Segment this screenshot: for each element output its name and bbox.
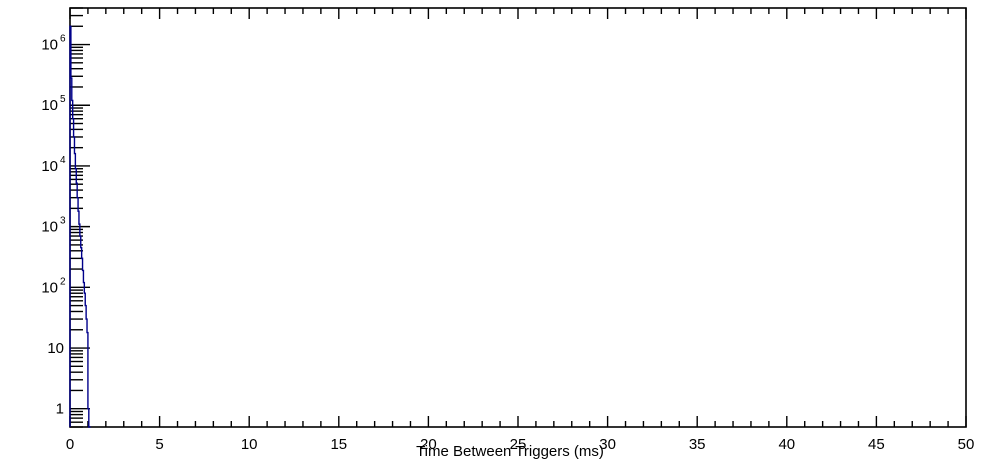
y-tick-label: 10: [41, 97, 58, 114]
y-tick-label: 10: [41, 279, 58, 296]
x-axis-title: Time Between Triggers (ms): [416, 443, 604, 460]
y-tick-label: 1: [56, 401, 64, 418]
x-tick-label: 50: [958, 436, 975, 453]
y-tick-label: 10: [41, 219, 58, 236]
x-tick-label: 45: [868, 436, 885, 453]
x-tick-label: 40: [778, 436, 795, 453]
x-tick-label: 5: [155, 436, 163, 453]
plot-frame: [69, 7, 967, 428]
x-tick-label: 30: [599, 436, 616, 453]
x-axis-ticks: [69, 8, 967, 427]
x-tick-label: 15: [330, 436, 347, 453]
y-tick-label: 10: [47, 340, 64, 357]
x-tick-label: 25: [510, 436, 527, 453]
y-tick-label-exponent: 4: [60, 155, 66, 166]
y-axis-ticks: [70, 7, 90, 428]
x-tick-label: 0: [66, 436, 74, 453]
y-tick-label: 10: [41, 158, 58, 175]
x-tick-label: 35: [689, 436, 706, 453]
y-tick-label-exponent: 3: [60, 216, 66, 227]
y-tick-label-exponent: 6: [60, 34, 66, 45]
x-tick-label: 10: [241, 436, 258, 453]
y-tick-label-exponent: 5: [60, 94, 66, 105]
y-tick-label: 10: [41, 37, 58, 54]
histogram-series-line: [69, 25, 91, 428]
x-tick-label: 20: [420, 436, 437, 453]
x-axis-tick-labels: 0 5 10 15 20 25 30 35 40 45 50: [66, 436, 975, 453]
y-tick-label-exponent: 2: [60, 276, 66, 287]
